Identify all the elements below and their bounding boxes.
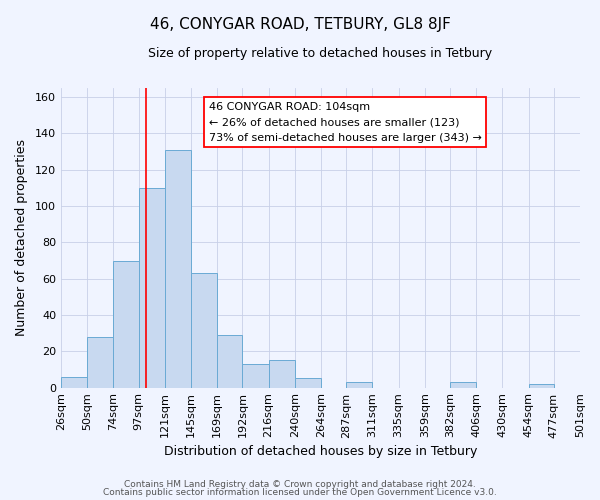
Text: 46, CONYGAR ROAD, TETBURY, GL8 8JF: 46, CONYGAR ROAD, TETBURY, GL8 8JF: [149, 18, 451, 32]
Bar: [529, 384, 554, 388]
Bar: [87, 336, 113, 388]
Bar: [269, 360, 295, 388]
Text: Contains public sector information licensed under the Open Government Licence v3: Contains public sector information licen…: [103, 488, 497, 497]
Text: 46 CONYGAR ROAD: 104sqm
← 26% of detached houses are smaller (123)
73% of semi-d: 46 CONYGAR ROAD: 104sqm ← 26% of detache…: [209, 102, 482, 142]
Bar: [580, 384, 600, 388]
Bar: [217, 335, 242, 388]
Bar: [113, 260, 139, 388]
Bar: [191, 273, 217, 388]
Bar: [139, 188, 165, 388]
Bar: [165, 150, 191, 388]
X-axis label: Distribution of detached houses by size in Tetbury: Distribution of detached houses by size …: [164, 444, 477, 458]
Bar: [346, 382, 373, 388]
Bar: [450, 382, 476, 388]
Text: Contains HM Land Registry data © Crown copyright and database right 2024.: Contains HM Land Registry data © Crown c…: [124, 480, 476, 489]
Title: Size of property relative to detached houses in Tetbury: Size of property relative to detached ho…: [148, 48, 493, 60]
Bar: [242, 364, 269, 388]
Y-axis label: Number of detached properties: Number of detached properties: [15, 140, 28, 336]
Bar: [61, 376, 87, 388]
Bar: [295, 378, 321, 388]
